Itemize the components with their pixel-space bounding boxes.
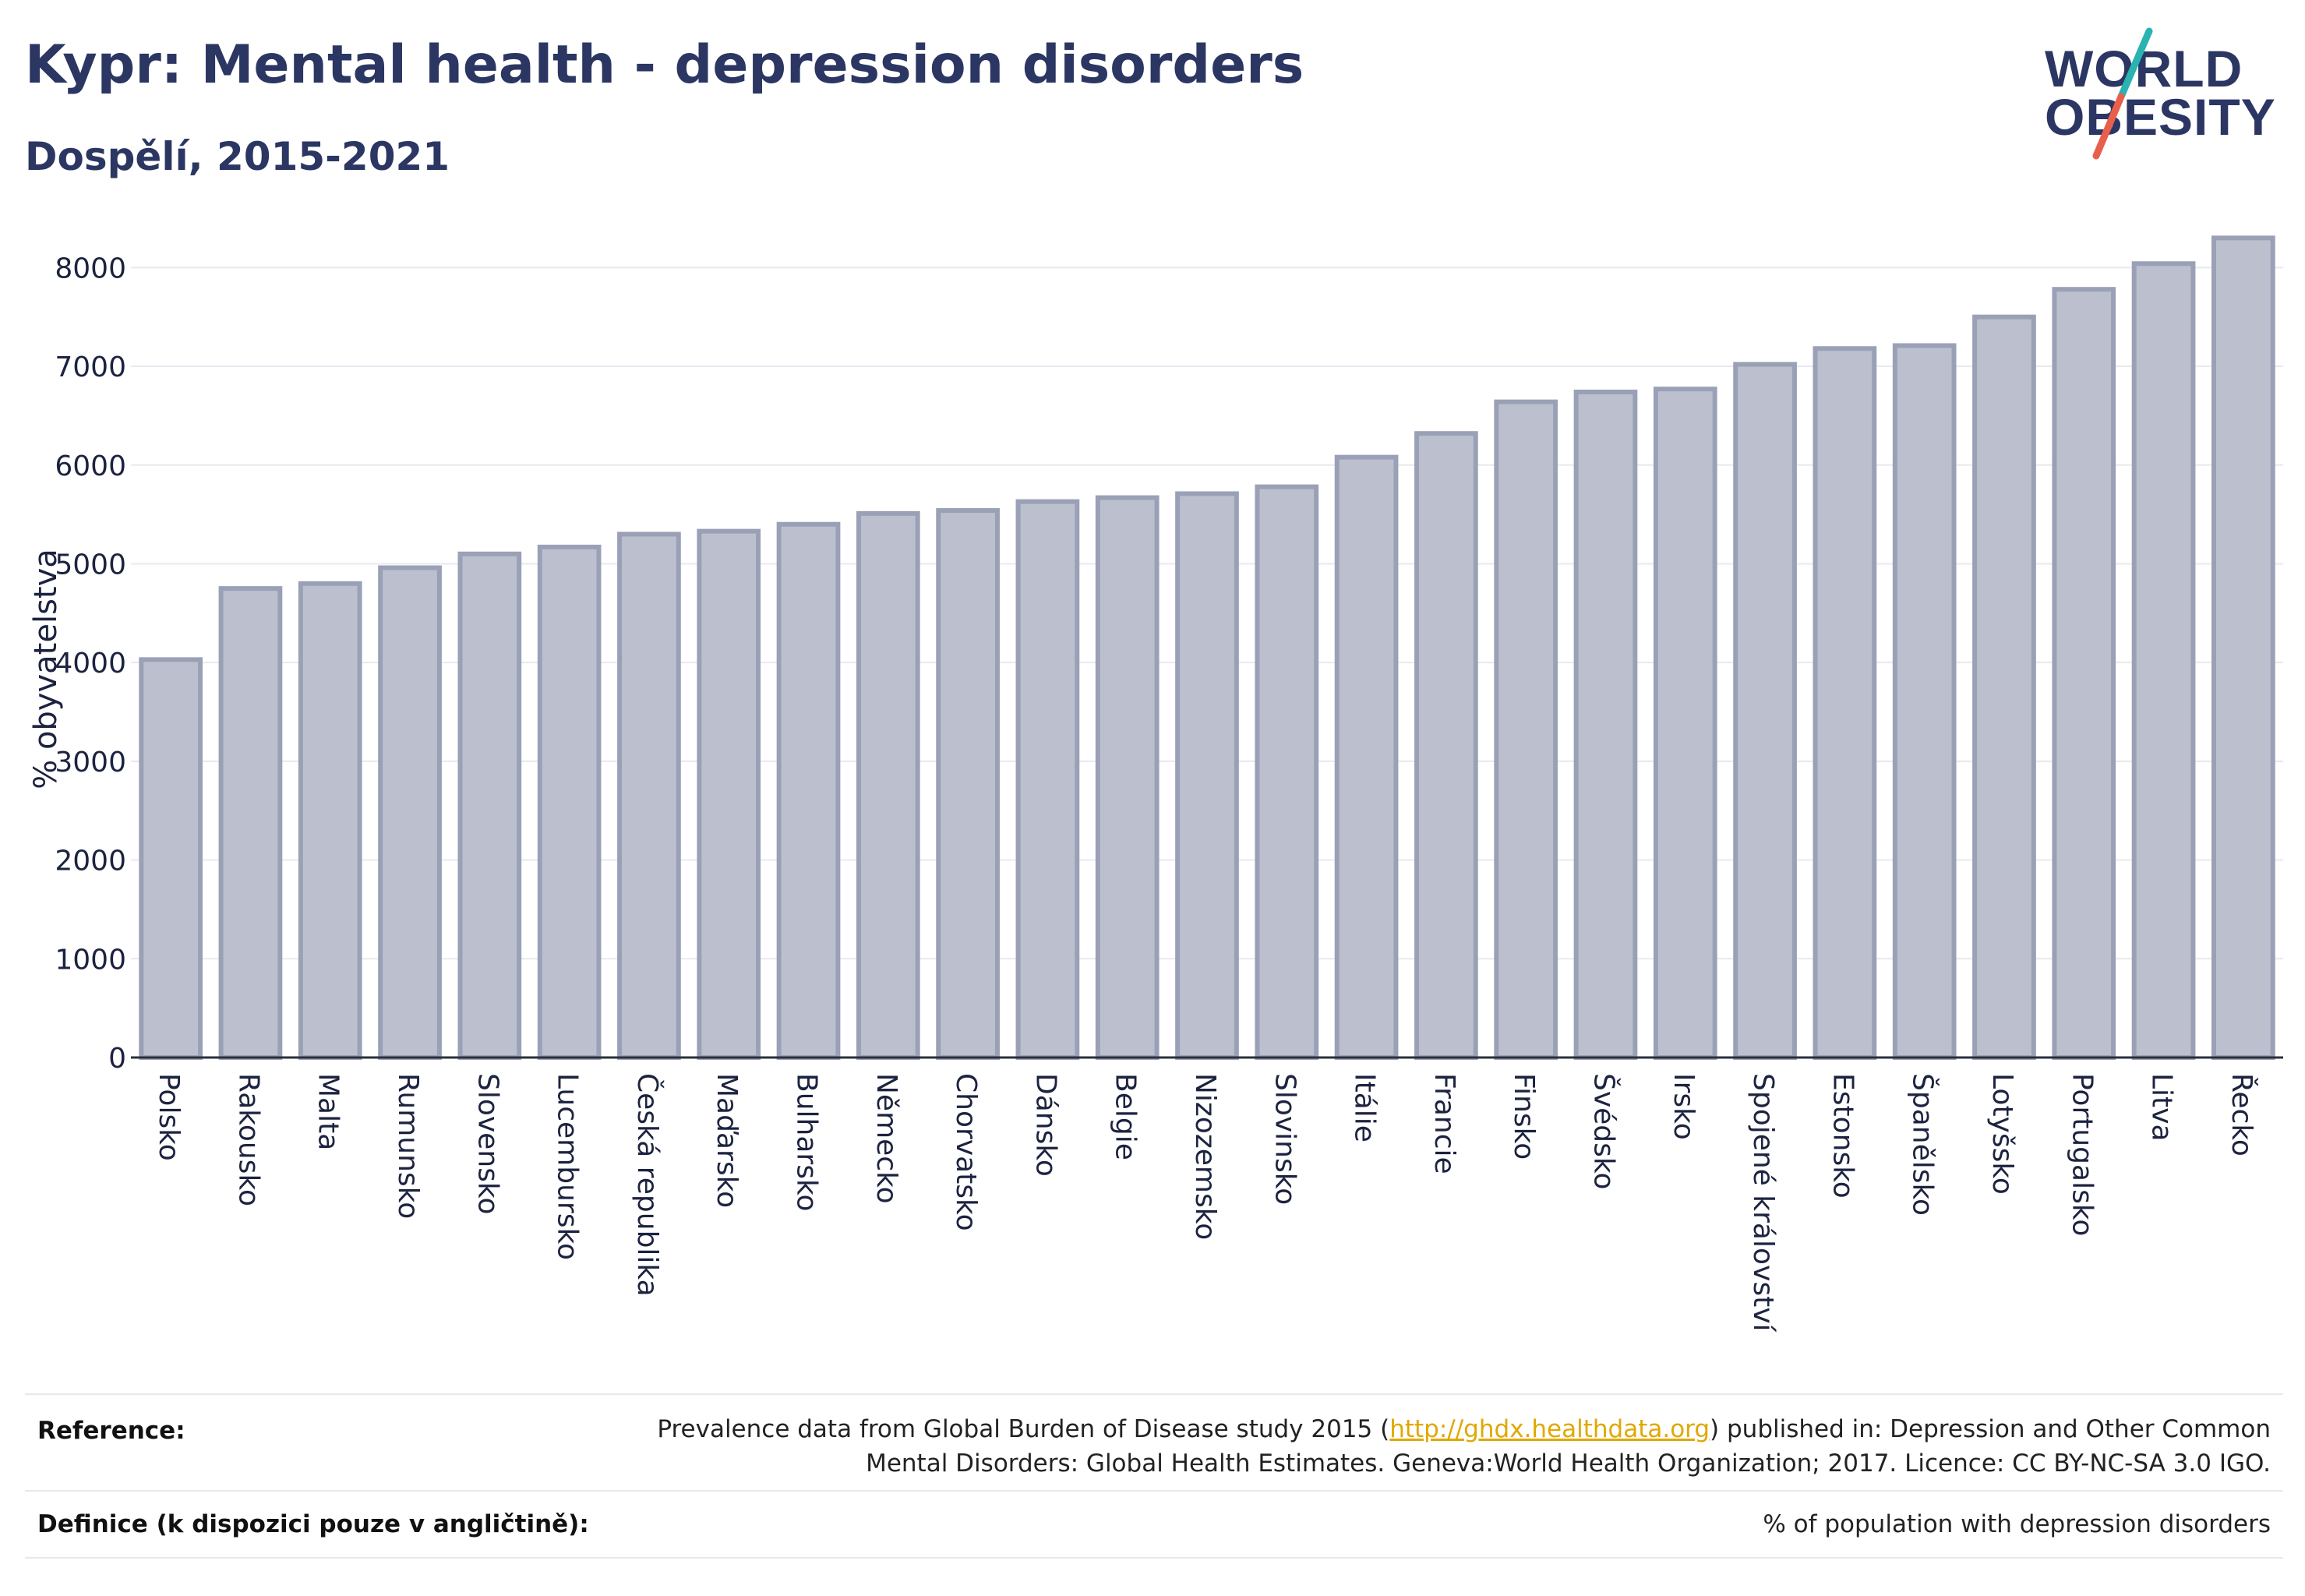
x-tick-label: Slovinsko xyxy=(1269,1073,1301,1205)
definition-section: Definice (k dispozici pouze v angličtině… xyxy=(25,1490,2283,1559)
bar-7 xyxy=(617,531,681,1061)
x-tick-label: Rumunsko xyxy=(392,1073,424,1219)
bars xyxy=(139,235,2275,1061)
x-tick-label: Malta xyxy=(312,1073,344,1150)
x-tick-label: Bulharsko xyxy=(791,1073,823,1212)
x-tick-label: Francie xyxy=(1428,1073,1460,1174)
page-title: Kypr: Mental health - depression disorde… xyxy=(25,34,1304,96)
x-tick-label: Polsko xyxy=(153,1073,185,1161)
x-tick-label: Rakousko xyxy=(232,1073,264,1206)
bar-8 xyxy=(697,528,761,1060)
y-tick-labels: 0 1000 2000 3000 4000 5000 6000 7000 8000 xyxy=(55,252,126,1075)
y-tick-label: 1000 xyxy=(55,944,126,976)
bar-6 xyxy=(537,544,602,1060)
x-tick-label: Chorvatsko xyxy=(950,1073,982,1231)
bar-26 xyxy=(2131,261,2196,1060)
bar-chart: 0 1000 2000 3000 4000 5000 6000 7000 8000 Polsko… xyxy=(28,235,2283,1333)
x-tick-label: Belgie xyxy=(1110,1073,1142,1160)
x-tick-label: Maďarsko xyxy=(711,1073,743,1208)
x-tick-label: Finsko xyxy=(1508,1073,1540,1160)
bar-21 xyxy=(1733,362,1797,1060)
x-tick-label: Portugalsko xyxy=(2066,1073,2098,1236)
x-tick-label: Lucembursko xyxy=(552,1073,584,1260)
bar-15 xyxy=(1255,484,1319,1060)
reference-text-post: ) published in: Depression and Other Com… xyxy=(1710,1415,2271,1443)
bar-25 xyxy=(2052,287,2116,1061)
bar-24 xyxy=(1972,314,2036,1061)
reference-link[interactable]: http://ghdx.healthdata.org xyxy=(1389,1415,1710,1443)
reference-label: Reference: xyxy=(37,1417,185,1445)
bar-10 xyxy=(856,510,920,1060)
bar-20 xyxy=(1653,387,1717,1060)
x-tick-label: Itálie xyxy=(1349,1073,1381,1142)
bar-16 xyxy=(1334,454,1399,1060)
x-tick-label: Slovensko xyxy=(471,1073,503,1215)
x-tick-label: Lotyšsko xyxy=(1986,1073,2018,1195)
x-tick-label: Dánsko xyxy=(1029,1073,1061,1177)
bar-17 xyxy=(1414,431,1478,1060)
x-tick-label: Nizozemsko xyxy=(1189,1073,1221,1240)
x-tick-label: Irsko xyxy=(1668,1073,1700,1140)
reference-section: Reference: Prevalence data from Global B… xyxy=(25,1393,2283,1492)
bar-19 xyxy=(1573,390,1638,1060)
bar-3 xyxy=(298,581,362,1060)
bar-27 xyxy=(2211,235,2275,1060)
x-tick-labels: Polsko Rakousko Malta Rumunsko Slovensko Luce… xyxy=(153,1073,2258,1333)
bar-14 xyxy=(1175,491,1239,1060)
x-tick-label: Německo xyxy=(870,1073,902,1204)
bar-9 xyxy=(776,521,841,1061)
bar-22 xyxy=(1813,346,1877,1060)
bar-4 xyxy=(378,565,442,1060)
y-tick-label: 2000 xyxy=(55,846,126,877)
definition-text: % of population with depression disorder… xyxy=(1763,1510,2271,1538)
x-tick-label: Spojené království xyxy=(1747,1073,1779,1333)
logo-slash-icon xyxy=(2092,27,2153,160)
bar-2 xyxy=(218,586,283,1060)
reference-text: Prevalence data from Global Burden of Di… xyxy=(657,1412,2271,1481)
x-tick-label: Švédsko xyxy=(1587,1073,1620,1190)
bar-1 xyxy=(139,657,203,1060)
reference-line-1: Prevalence data from Global Burden of Di… xyxy=(657,1412,2271,1446)
x-tick-label: Španělsko xyxy=(1907,1073,1940,1216)
x-tick-label: Česká republika xyxy=(631,1073,664,1297)
x-tick-label: Estonsko xyxy=(1827,1073,1858,1199)
world-obesity-logo: WORLD OBESITY xyxy=(2034,23,2291,164)
definition-label: Definice (k dispozici pouze v angličtině… xyxy=(37,1510,589,1538)
y-axis-label: % obyvatelstva xyxy=(28,549,64,789)
x-tick-label: Řecko xyxy=(2226,1073,2258,1156)
reference-text-pre: Prevalence data from Global Burden of Di… xyxy=(657,1415,1390,1443)
bar-5 xyxy=(457,551,522,1060)
page-subtitle: Dospělí, 2015-2021 xyxy=(25,134,450,179)
logo-line-obesity: OBESITY xyxy=(2045,88,2276,146)
bar-11 xyxy=(936,508,1000,1060)
y-tick-label: 5000 xyxy=(55,549,126,581)
y-tick-label: 8000 xyxy=(55,252,126,284)
x-tick-label: Litva xyxy=(2146,1073,2178,1142)
bar-13 xyxy=(1095,495,1160,1060)
y-tick-label: 0 xyxy=(108,1043,126,1075)
y-tick-label: 7000 xyxy=(55,351,126,383)
y-tick-label: 6000 xyxy=(55,450,126,482)
y-tick-label: 4000 xyxy=(55,648,126,680)
bar-18 xyxy=(1494,399,1558,1061)
reference-line-2: Mental Disorders: Global Health Estimate… xyxy=(866,1449,2271,1478)
bar-12 xyxy=(1015,499,1080,1060)
bar-23 xyxy=(1892,343,1957,1061)
y-tick-label: 3000 xyxy=(55,747,126,779)
